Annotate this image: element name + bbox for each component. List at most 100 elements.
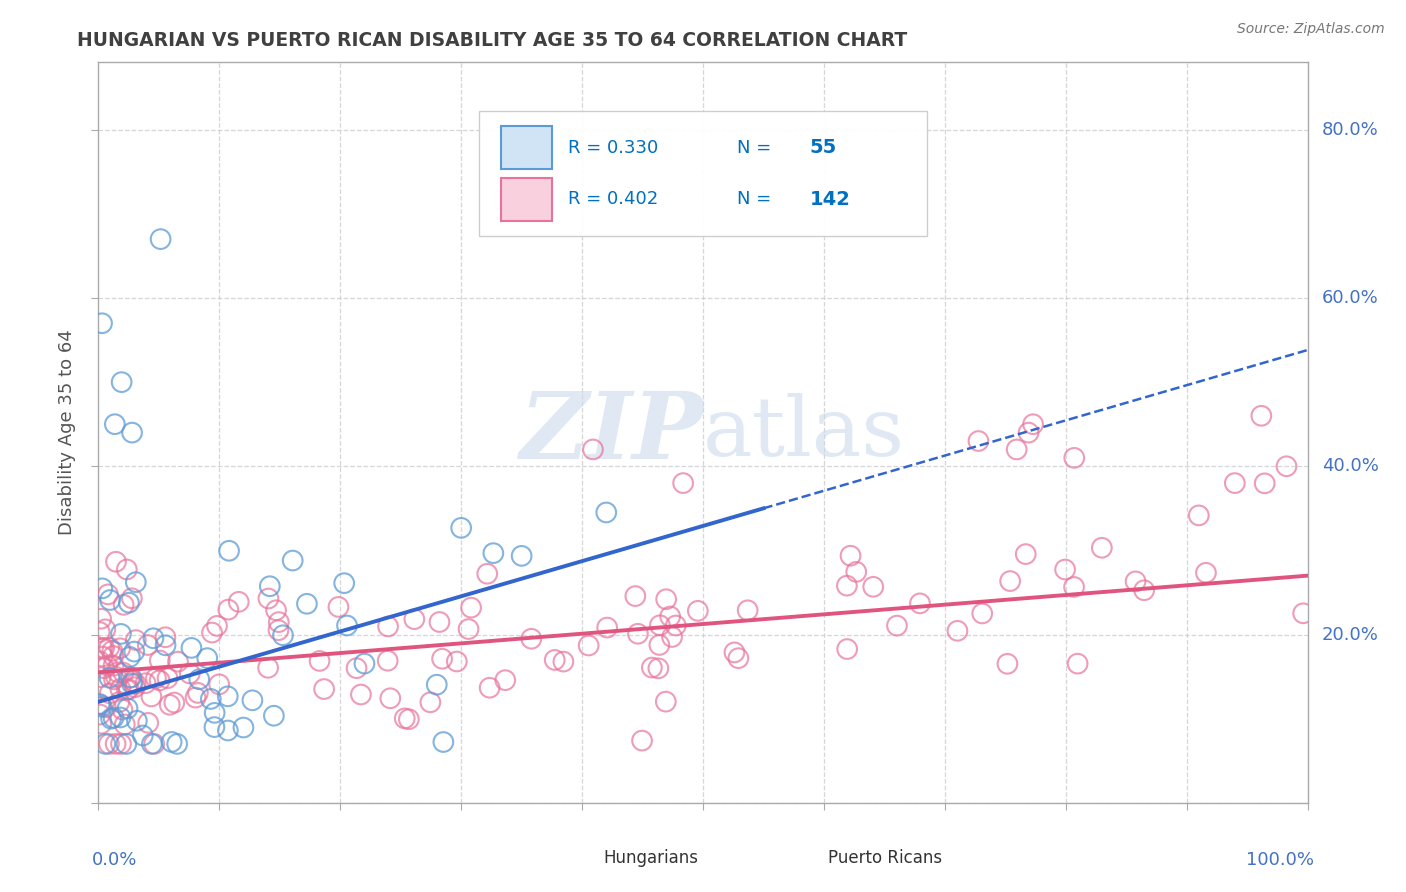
FancyBboxPatch shape bbox=[501, 126, 551, 169]
Point bbox=[141, 737, 163, 751]
Point bbox=[627, 626, 650, 640]
Point bbox=[1018, 425, 1040, 440]
Point bbox=[1005, 442, 1028, 457]
Point bbox=[346, 661, 368, 675]
Point bbox=[156, 671, 179, 685]
Point bbox=[267, 623, 290, 637]
Point bbox=[103, 711, 125, 725]
Point bbox=[494, 673, 516, 688]
FancyBboxPatch shape bbox=[501, 178, 551, 221]
Text: 100.0%: 100.0% bbox=[1246, 851, 1313, 869]
Point bbox=[450, 521, 472, 535]
Point bbox=[125, 575, 148, 590]
Point bbox=[686, 604, 709, 618]
Text: 55: 55 bbox=[810, 138, 837, 157]
Point bbox=[118, 682, 141, 697]
Point bbox=[125, 677, 148, 691]
Point bbox=[103, 673, 125, 687]
Point bbox=[204, 706, 226, 720]
Point bbox=[404, 612, 426, 626]
Point bbox=[333, 576, 356, 591]
Point bbox=[430, 651, 453, 665]
Point bbox=[100, 712, 122, 726]
Point bbox=[377, 654, 399, 668]
Point bbox=[1223, 476, 1246, 491]
Point bbox=[184, 690, 207, 705]
Point bbox=[641, 660, 664, 674]
Point bbox=[1063, 450, 1085, 465]
Point bbox=[281, 553, 304, 567]
Point bbox=[596, 621, 619, 635]
Point bbox=[110, 710, 132, 724]
Point bbox=[267, 615, 290, 629]
Text: R = 0.330: R = 0.330 bbox=[568, 138, 658, 157]
Point bbox=[145, 671, 167, 685]
Point bbox=[90, 699, 112, 714]
Point bbox=[120, 670, 142, 684]
Text: Hungarians: Hungarians bbox=[603, 849, 699, 867]
Point bbox=[132, 729, 155, 743]
Point bbox=[997, 657, 1019, 671]
Point bbox=[1253, 476, 1275, 491]
Point bbox=[1188, 508, 1211, 523]
Text: 20.0%: 20.0% bbox=[1322, 625, 1379, 643]
Point bbox=[544, 653, 567, 667]
Point bbox=[98, 640, 121, 655]
Point bbox=[446, 655, 468, 669]
Point bbox=[108, 695, 131, 709]
Point bbox=[665, 618, 688, 632]
Point bbox=[155, 630, 177, 644]
Point bbox=[661, 630, 683, 644]
Point bbox=[204, 720, 226, 734]
Point bbox=[101, 644, 124, 658]
Point bbox=[672, 476, 695, 491]
Point bbox=[114, 717, 136, 731]
Point bbox=[429, 615, 451, 629]
Point bbox=[91, 641, 114, 656]
Point bbox=[121, 591, 143, 606]
Point bbox=[377, 619, 399, 633]
Point bbox=[1292, 607, 1315, 621]
Text: ZIP: ZIP bbox=[519, 388, 703, 477]
Point bbox=[201, 625, 224, 640]
Text: 142: 142 bbox=[810, 190, 851, 209]
Point bbox=[103, 648, 125, 663]
Point bbox=[208, 677, 231, 691]
Point bbox=[1015, 547, 1038, 561]
Text: 40.0%: 40.0% bbox=[1322, 458, 1379, 475]
Point bbox=[845, 565, 868, 579]
Point bbox=[998, 574, 1021, 588]
Point bbox=[104, 417, 127, 432]
Point bbox=[582, 442, 605, 457]
Point bbox=[217, 723, 239, 738]
Point bbox=[105, 670, 128, 684]
Point bbox=[1063, 580, 1085, 594]
Point bbox=[90, 716, 112, 731]
Point bbox=[195, 651, 218, 665]
FancyBboxPatch shape bbox=[779, 847, 823, 873]
Point bbox=[553, 655, 575, 669]
Point bbox=[155, 638, 177, 652]
Point bbox=[263, 708, 285, 723]
Text: Source: ZipAtlas.com: Source: ZipAtlas.com bbox=[1237, 22, 1385, 37]
Point bbox=[259, 579, 281, 593]
Point bbox=[111, 702, 134, 716]
Point bbox=[94, 737, 117, 751]
Point bbox=[886, 618, 908, 632]
Point bbox=[1125, 574, 1147, 589]
Point bbox=[122, 674, 145, 689]
Point bbox=[143, 737, 166, 751]
Text: 80.0%: 80.0% bbox=[1322, 120, 1379, 139]
FancyBboxPatch shape bbox=[479, 111, 927, 236]
Point bbox=[89, 625, 111, 640]
Point bbox=[117, 701, 139, 715]
Point bbox=[166, 737, 188, 751]
Point bbox=[218, 543, 240, 558]
Point bbox=[1250, 409, 1272, 423]
Point bbox=[647, 661, 669, 675]
Point bbox=[217, 602, 239, 616]
Point bbox=[1091, 541, 1114, 555]
Point bbox=[110, 375, 132, 389]
Text: N =: N = bbox=[737, 190, 770, 209]
Point bbox=[1022, 417, 1045, 432]
